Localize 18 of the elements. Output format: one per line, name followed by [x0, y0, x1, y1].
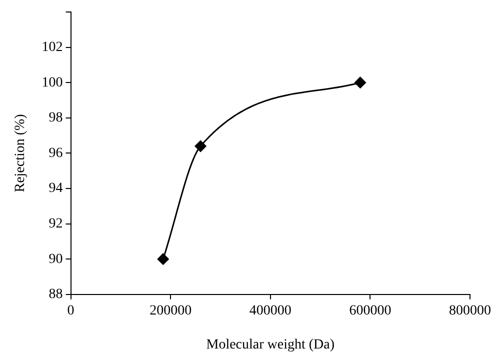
y-tick-label: 90: [48, 252, 63, 267]
y-tick-label: 94: [48, 181, 63, 196]
x-axis-title: Molecular weight (Da): [206, 337, 335, 352]
x-tick-label: 0: [67, 303, 74, 318]
y-tick-label: 102: [42, 40, 63, 55]
x-tick-label: 400000: [249, 303, 292, 318]
point: [157, 253, 169, 265]
y-tick-label: 100: [42, 75, 63, 90]
y-tick-label: 88: [48, 287, 63, 302]
x-tick-label: 200000: [150, 303, 192, 318]
x-tick-label: 800000: [449, 303, 491, 318]
point: [354, 76, 366, 88]
point: [194, 140, 206, 152]
y-tick-label: 96: [48, 146, 63, 161]
y-tick-label: 92: [48, 216, 63, 232]
y-axis-title: Rejection (%): [13, 114, 28, 192]
x-tick-label: 600000: [349, 303, 392, 318]
y-tick-label: 98: [48, 110, 63, 126]
